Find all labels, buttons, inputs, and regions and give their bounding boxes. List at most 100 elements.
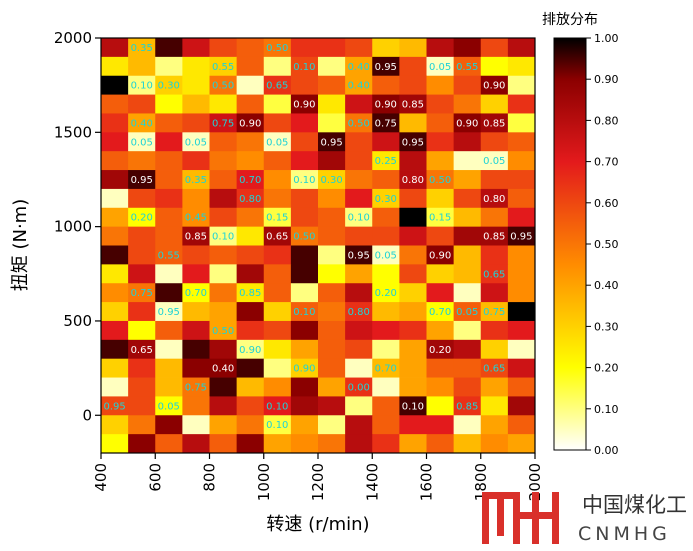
y-axis: 0 500 1000 1500 2000	[54, 29, 101, 424]
heatmap-cell	[399, 38, 427, 58]
heatmap-cell	[155, 75, 183, 95]
heatmap-cell	[480, 56, 509, 77]
heatmap-cell	[209, 38, 238, 58]
heatmap-cell	[263, 132, 292, 152]
heatmap-cell	[236, 56, 265, 77]
data-label: 0.10	[212, 232, 234, 243]
heatmap-cell	[155, 283, 183, 303]
heatmap-cell	[426, 38, 455, 58]
heatmap-cell	[426, 170, 455, 190]
data-label: 0.55	[212, 62, 234, 73]
heatmap-cell	[480, 188, 509, 209]
data-label: 0.05	[483, 156, 505, 167]
data-label: 0.50	[293, 232, 315, 243]
colorbar-ticks: 0.00 0.10 0.20 0.30 0.40 0.50 0.60 0.70 0.80 0.90…	[586, 32, 619, 457]
heatmap-cell	[209, 377, 238, 397]
heatmap-cell	[507, 415, 536, 435]
heatmap-cell	[426, 207, 455, 228]
heatmap-cell	[236, 339, 265, 360]
heatmap-cell	[480, 207, 509, 228]
heatmap-cell	[101, 188, 129, 209]
heatmap-cell	[507, 358, 536, 378]
heatmap-cell	[345, 56, 373, 77]
data-label: 0.95	[348, 250, 370, 261]
heatmap-cell	[318, 358, 346, 378]
heatmap-cell	[480, 132, 509, 152]
heatmap-cell	[263, 320, 292, 341]
heatmap-cell	[182, 434, 210, 454]
heatmap-cell	[182, 132, 210, 152]
heatmap-cell	[209, 132, 238, 152]
data-label: 0.85	[239, 288, 261, 299]
heatmap-cell	[480, 226, 509, 246]
data-label: 0.75	[212, 118, 234, 129]
heatmap-cell	[399, 339, 427, 360]
data-label: 0.95	[510, 232, 532, 243]
heatmap-cell	[318, 75, 346, 95]
heatmap-cell	[507, 377, 536, 397]
heatmap-cell	[155, 264, 183, 284]
data-label: 0.85	[402, 100, 424, 111]
data-label: 0.80	[483, 194, 505, 205]
heatmap-cell	[290, 188, 319, 209]
heatmap-cell	[507, 320, 536, 341]
x-tick-label: 600	[146, 463, 164, 492]
heatmap-cell	[453, 283, 482, 303]
colorbar-tick-label: 0.40	[594, 279, 619, 292]
data-label: 0.55	[456, 62, 478, 73]
heatmap-cell	[290, 75, 319, 95]
heatmap-cell	[372, 94, 400, 114]
heatmap-cell	[236, 264, 265, 284]
colorbar-gradient	[553, 37, 587, 451]
heatmap-cell	[345, 75, 373, 95]
heatmap-cell	[263, 38, 292, 58]
heatmap-cell	[426, 415, 455, 435]
heatmap-cell	[236, 396, 265, 416]
heatmap-cell	[155, 245, 183, 265]
heatmap-cell	[128, 226, 156, 246]
heatmap-cell	[426, 320, 455, 341]
heatmap-cell	[236, 320, 265, 341]
data-label: 0.95	[375, 62, 397, 73]
heatmap-cell	[263, 245, 292, 265]
heatmap-cell	[345, 264, 373, 284]
heatmap-cell	[209, 339, 238, 360]
heatmap-cell	[453, 151, 482, 171]
heatmap-cell	[155, 113, 183, 133]
heatmap-cell	[399, 283, 427, 303]
heatmap-cell	[155, 434, 183, 454]
heatmap-cell	[236, 434, 265, 454]
data-label: 0.15	[266, 213, 288, 224]
data-label: 0.95	[402, 137, 424, 148]
heatmap-cell	[101, 170, 129, 190]
heatmap-cell	[345, 358, 373, 378]
heatmap-cell	[155, 358, 183, 378]
data-label: 0.10	[402, 401, 424, 412]
data-label: 0.05	[456, 307, 478, 318]
heatmap-cell	[453, 132, 482, 152]
data-label: 0.30	[158, 81, 180, 92]
data-label: 0.00	[348, 383, 370, 394]
data-label: 0.20	[131, 213, 153, 224]
heatmap-cell	[318, 170, 346, 190]
heatmap-cell	[507, 245, 536, 265]
heatmap-cell	[399, 434, 427, 454]
heatmap-cell	[128, 245, 156, 265]
heatmap-cell	[101, 94, 129, 114]
x-axis: 400 600 800 1000 1200 1400 1600 1800 2000	[92, 453, 544, 501]
y-tick-label: 1500	[54, 123, 92, 141]
data-label: 0.10	[293, 62, 315, 73]
heatmap-cell	[399, 170, 427, 190]
heatmap-cell	[480, 377, 509, 397]
heatmap-cell	[426, 245, 455, 265]
colorbar-tick-label: 0.20	[594, 362, 619, 375]
heatmap-cell	[426, 358, 455, 378]
heatmap-cell	[101, 302, 129, 322]
heatmap-cell	[236, 207, 265, 228]
heatmap-cell	[318, 396, 346, 416]
heatmap-cell	[372, 113, 400, 133]
heatmap-cell	[372, 56, 400, 77]
heatmap-cell	[101, 245, 129, 265]
heatmap-data-labels: 0.35 0.50 0.55 0.10 0.40 0.95 0.05 0.55 0.10 0.30…	[103, 43, 532, 431]
heatmap-cell	[236, 75, 265, 95]
